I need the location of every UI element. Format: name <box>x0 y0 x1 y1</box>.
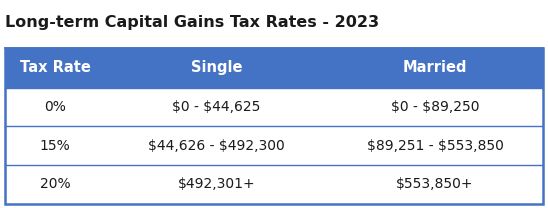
Text: 15%: 15% <box>40 139 71 153</box>
Text: $492,301+: $492,301+ <box>178 177 255 192</box>
Text: Married: Married <box>403 60 467 75</box>
Bar <box>5 88 543 126</box>
Text: $0 - $44,625: $0 - $44,625 <box>172 100 260 114</box>
Text: Tax Rate: Tax Rate <box>20 60 90 75</box>
Text: $89,251 - $553,850: $89,251 - $553,850 <box>367 139 504 153</box>
Bar <box>5 48 543 204</box>
Bar <box>5 48 543 88</box>
Text: $553,850+: $553,850+ <box>396 177 474 192</box>
Text: $44,626 - $492,300: $44,626 - $492,300 <box>148 139 284 153</box>
Text: Single: Single <box>191 60 242 75</box>
Bar <box>5 126 543 165</box>
Bar <box>5 165 543 204</box>
Text: $0 - $89,250: $0 - $89,250 <box>391 100 480 114</box>
Text: Long-term Capital Gains Tax Rates - 2023: Long-term Capital Gains Tax Rates - 2023 <box>5 15 380 30</box>
Text: 20%: 20% <box>40 177 71 192</box>
Text: 0%: 0% <box>44 100 66 114</box>
